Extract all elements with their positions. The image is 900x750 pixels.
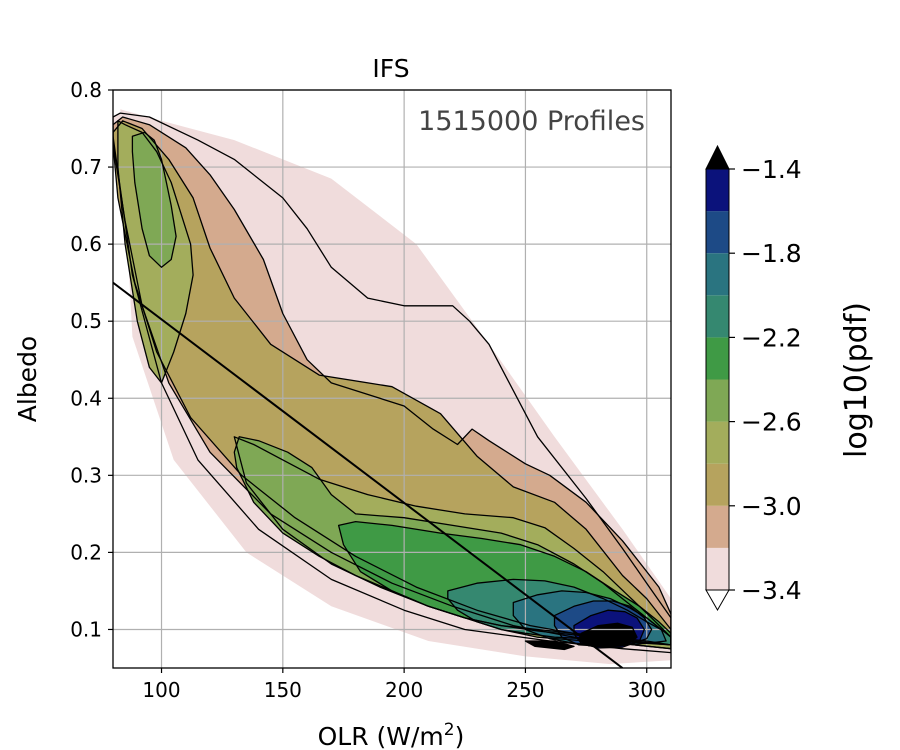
- x-tick-label-2: 200: [385, 678, 423, 702]
- colorbar-extend-over: [705, 144, 730, 170]
- contour-fill-3: [113, 120, 671, 645]
- x-tick-label-3: 250: [506, 678, 544, 702]
- y-tick-label-4: 0.5: [70, 309, 102, 333]
- colorbar-extend-under: [705, 589, 730, 612]
- contour-line-5: [233, 436, 671, 650]
- contour-line-9: [447, 578, 671, 646]
- colorbar-tick-label-3: −2.2: [741, 323, 802, 352]
- contour-line-1: [113, 112, 671, 654]
- fit-line: [113, 281, 624, 668]
- chart-title: IFS: [372, 54, 409, 83]
- profiles-annotation: 1515000 Profiles: [418, 106, 645, 137]
- colorbar-label: log10(pdf): [839, 302, 874, 458]
- x-tick-label-0: 100: [142, 678, 180, 702]
- contour-line-6: [131, 131, 177, 268]
- colorbar-band-1: [706, 505, 729, 548]
- colorbar-band-9: [706, 169, 729, 212]
- x-tick-label-1: 150: [264, 678, 302, 702]
- colorbar-band-7: [706, 253, 729, 296]
- colorbar-band-3: [706, 421, 729, 464]
- colorbar-tick-label-1: −3.0: [741, 492, 802, 521]
- x-axis-label: OLR (W/m2): [318, 720, 465, 750]
- colorbar: −3.4 −3.0 −2.6 −2.2 −1.8 −1.4: [705, 144, 802, 612]
- y-tick-label-5: 0.6: [70, 232, 102, 256]
- plot-frame: [112, 89, 672, 669]
- colorbar-tick-label-0: −3.4: [741, 576, 802, 605]
- contour-line-8: [337, 520, 671, 646]
- y-axis-label: Albedo: [13, 336, 42, 422]
- colorbar-tick-label-4: −1.8: [741, 239, 802, 268]
- contour-line-13: [578, 622, 638, 648]
- colorbar-band-2: [706, 463, 729, 506]
- colorbar-band-5: [706, 337, 729, 380]
- contour-line-4: [117, 120, 194, 384]
- y-tick-label-2: 0.3: [70, 463, 102, 487]
- colorbar-tick-label-5: −1.4: [741, 155, 802, 184]
- contour-line-14: [524, 640, 575, 651]
- x-axis-label-end: ): [455, 722, 465, 750]
- colorbar-band-8: [706, 211, 729, 254]
- contour-line-11: [553, 600, 653, 648]
- y-tick-label-6: 0.7: [70, 155, 102, 179]
- contour-fill-6: [132, 132, 177, 268]
- y-tick-label-3: 0.4: [70, 386, 102, 410]
- contour-outlines: [113, 112, 671, 654]
- colorbar-tick-label-2: −2.6: [741, 408, 802, 437]
- x-axis-ticks: 100 150 200 250 300: [142, 668, 666, 702]
- x-tick-label-4: 300: [628, 678, 666, 702]
- x-axis-label-main: OLR (W/m: [318, 722, 444, 750]
- y-tick-label-7: 0.8: [70, 78, 102, 102]
- y-tick-label-0: 0.1: [70, 617, 102, 641]
- fit-line-path: [113, 281, 624, 668]
- contour-line-2: [113, 116, 671, 650]
- y-axis-ticks: 0.1 0.2 0.3 0.4 0.5 0.6 0.7 0.8: [70, 78, 113, 641]
- x-axis-label-superscript: 2: [444, 720, 455, 740]
- colorbar-band-6: [706, 295, 729, 338]
- y-tick-label-1: 0.2: [70, 540, 102, 564]
- colorbar-band-4: [706, 379, 729, 422]
- contour-line-10: [512, 590, 667, 646]
- contour-line-12: [573, 609, 645, 649]
- colorbar-band-0: [706, 547, 729, 590]
- contour-line-3: [113, 120, 671, 646]
- colorbar-frame: [705, 168, 730, 591]
